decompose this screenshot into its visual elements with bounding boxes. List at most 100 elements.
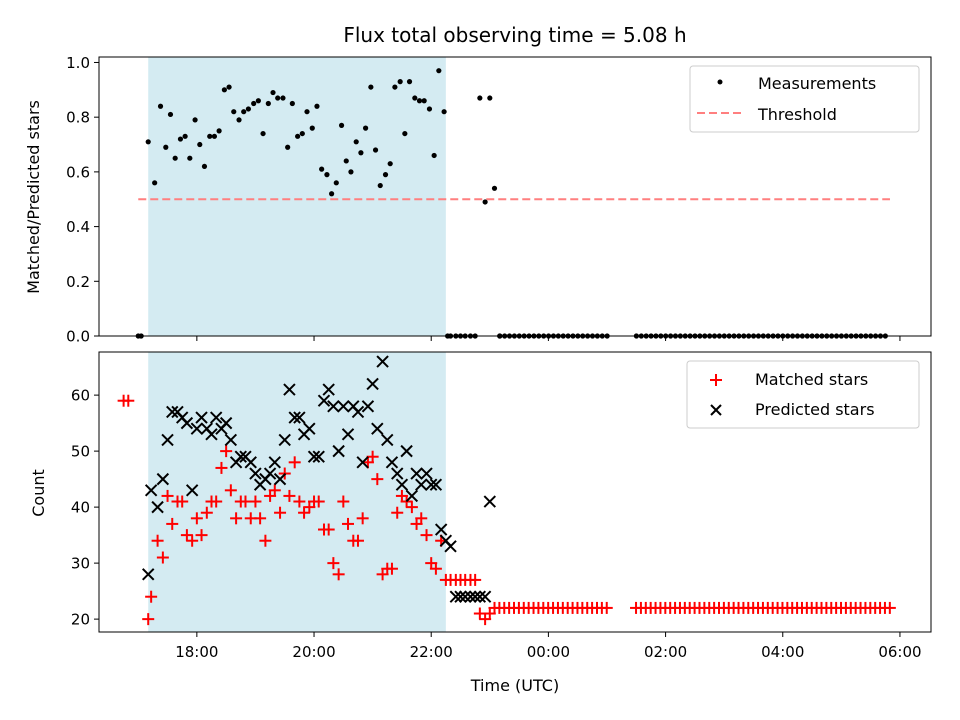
measurement-point [236, 117, 242, 123]
predicted-point [303, 422, 316, 435]
y-tick-label: 0.0 [66, 328, 90, 346]
matched-point [142, 613, 155, 626]
predicted-point [332, 444, 345, 458]
matched-point [259, 534, 272, 547]
predicted-point [391, 467, 404, 480]
bottom-axes-frame [98, 351, 932, 633]
y-tick-label: 0.6 [66, 163, 90, 181]
matched-point [327, 557, 340, 570]
matched-point [293, 495, 306, 508]
x-tick-label: 22:00 [410, 643, 453, 661]
predicted-point [151, 500, 164, 514]
legend-predicted-label: Predicted stars [755, 400, 875, 419]
measurement-point [402, 130, 408, 137]
predicted-point [219, 416, 233, 430]
measurement-point [412, 95, 418, 101]
bottom-x-ticks: 18:00 20:00 22:00 00:00 02:00 04:00 06:00 [175, 632, 922, 661]
matched-point [224, 484, 237, 497]
measurement-point [416, 98, 423, 104]
predicted-point [273, 472, 287, 486]
bottom-shaded-window [148, 352, 446, 632]
predicted-point [400, 444, 413, 458]
predicted-point [420, 467, 433, 480]
measurement-point [299, 130, 305, 137]
top-x-ticks [196, 336, 901, 341]
predicted-point [195, 411, 208, 424]
measurement-point [397, 79, 403, 85]
measurement-point [145, 139, 151, 145]
matched-point [883, 601, 896, 614]
bottom-y-label: Count [29, 469, 48, 517]
y-tick-label: 50 [71, 443, 90, 461]
measurement-point [226, 84, 232, 90]
measurement-point [182, 133, 188, 139]
measurement-point [157, 103, 164, 109]
bottom-plot: 20 30 40 50 60 18:00 20:00 22:00 00:00 02:00 04:0… [29, 351, 932, 695]
measurement-point [177, 136, 184, 142]
measurement-point [387, 161, 393, 167]
measurement-point [482, 199, 488, 205]
matched-point [220, 445, 233, 458]
matched-point [283, 489, 296, 502]
matched-point [288, 456, 301, 469]
predicted-point [244, 456, 257, 469]
measurement-point [338, 122, 345, 128]
measurement-point [304, 109, 310, 115]
matched-point [274, 506, 287, 519]
matched-point [145, 590, 158, 603]
measurement-point [192, 117, 198, 123]
measurement-point [285, 144, 291, 150]
x-tick-label: 04:00 [761, 643, 804, 661]
predicted-point [341, 428, 355, 441]
predicted-point [156, 472, 170, 486]
measurement-point [353, 139, 359, 145]
measurement-point [487, 95, 493, 101]
y-tick-label: 40 [71, 499, 90, 517]
measurement-point [275, 95, 281, 101]
matched-point [469, 573, 482, 586]
predicted-point [434, 523, 448, 536]
matched-point [385, 562, 398, 575]
measurement-point [197, 141, 203, 148]
measurement-point [436, 68, 442, 74]
predicted-point [185, 484, 199, 497]
predicted-point [385, 456, 399, 469]
measurement-point [152, 180, 158, 186]
predicted-point [263, 467, 277, 480]
predicted-point [283, 383, 296, 396]
matched-point [190, 512, 203, 525]
matched-point [254, 512, 267, 525]
predicted-point [249, 467, 262, 480]
measurement-point [265, 100, 271, 107]
predicted-point [224, 433, 238, 447]
measurement-point [309, 125, 315, 131]
predicted-point [288, 411, 301, 424]
matched-point [600, 601, 613, 614]
predicted-point [429, 478, 443, 491]
matched-point [249, 495, 262, 508]
predicted-point [371, 422, 384, 435]
measurement-point [362, 125, 369, 131]
predicted-point [312, 450, 325, 463]
matched-point [391, 506, 404, 519]
legend-threshold-label: Threshold [757, 105, 837, 124]
predicted-point [234, 450, 247, 463]
matched-point [371, 473, 384, 486]
predicted-point [468, 590, 482, 603]
matched-point [332, 568, 345, 581]
predicted-point [180, 416, 194, 430]
predicted-point [337, 400, 350, 413]
predicted-point [190, 422, 204, 435]
x-tick-label: 18:00 [175, 643, 218, 661]
y-tick-label: 1.0 [66, 54, 90, 72]
measurement-point [329, 191, 335, 197]
measurement-point [392, 84, 398, 90]
measurement-point [421, 98, 427, 104]
matched-point [230, 512, 243, 525]
predicted-point [473, 590, 487, 603]
measurement-point [280, 95, 286, 101]
predicted-point [209, 411, 223, 424]
y-tick-label: 20 [71, 611, 90, 629]
y-tick-label: 0.8 [66, 109, 90, 127]
matched-point [405, 501, 418, 514]
